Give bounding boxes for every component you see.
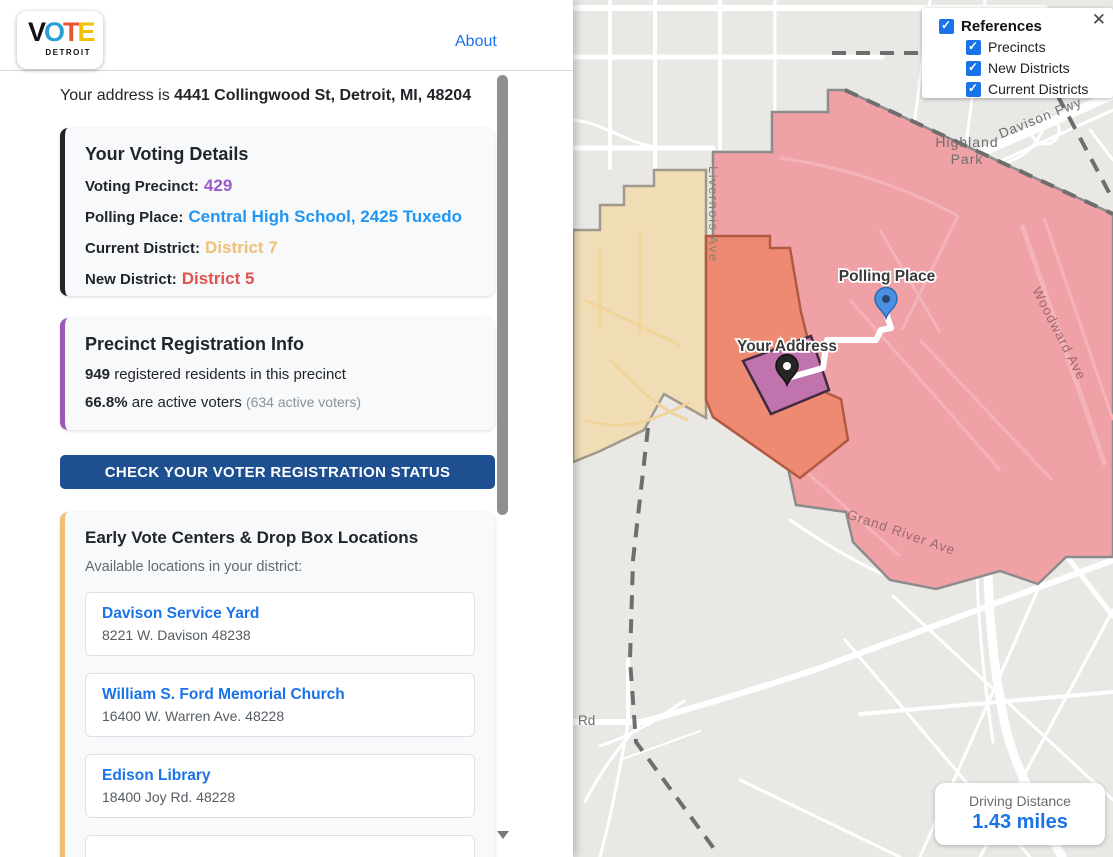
street-label-livernois: Livernois Ave (706, 166, 721, 263)
current-district-label: Current District: (85, 240, 201, 257)
street-label-highland: Highland (935, 134, 998, 150)
current-district-value: District 7 (205, 238, 278, 257)
scrollbar-thumb[interactable] (497, 75, 508, 515)
precincts-row: Precincts (922, 37, 1113, 57)
driving-route (785, 299, 894, 381)
location-card-partial[interactable] (85, 835, 475, 857)
references-toggle-row: References (922, 16, 1113, 36)
voting-precinct-value: 429 (203, 176, 233, 195)
new-district-row: New District: District 5 (85, 269, 475, 289)
precincts-checkbox[interactable] (966, 39, 981, 55)
scrollbar-down-arrow-icon[interactable] (497, 831, 509, 839)
tan-inner-roads (584, 230, 691, 427)
your-address-pin[interactable] (775, 353, 799, 388)
new-district-value: District 5 (181, 269, 255, 288)
location-address: 8221 W. Davison 48238 (102, 627, 251, 643)
close-icon[interactable]: ✕ (1091, 10, 1106, 29)
early-vote-card: Early Vote Centers & Drop Box Locations … (60, 512, 495, 857)
new-district-label: New District: (85, 271, 177, 288)
voting-precinct-row: Voting Precinct: 429 (85, 176, 475, 196)
address-prefix: Your address is (60, 87, 175, 104)
voting-precinct-label: Voting Precinct: (85, 178, 199, 195)
voting-details-card: Your Voting Details Voting Precinct: 429 … (60, 128, 495, 296)
address-line: Your address is 4441 Collingwood St, Det… (60, 87, 471, 105)
current-districts-checkbox[interactable] (966, 81, 981, 97)
new-districts-label: New Districts (988, 60, 1070, 76)
active-text: are active voters (127, 394, 246, 411)
active-percent: 66.8% (85, 394, 128, 411)
polling-place-link[interactable]: Central High School, 2425 Tuxedo (188, 207, 462, 226)
new-districts-checkbox[interactable] (966, 60, 981, 76)
address-value: 4441 Collingwood St, Detroit, MI, 48204 (174, 87, 472, 104)
location-name[interactable]: Davison Service Yard (102, 605, 260, 622)
references-checkbox[interactable] (939, 18, 954, 34)
vote-detroit-logo[interactable]: VOTE DETROIT (17, 11, 103, 69)
map-svg: Highland Park Davison Fwy Livernois Ave … (573, 0, 1113, 857)
driving-distance-label: Driving Distance (969, 793, 1071, 809)
precincts-label: Precincts (988, 39, 1046, 55)
street-label-rd: Rd (578, 713, 595, 728)
voting-details-title: Your Voting Details (85, 144, 249, 164)
location-card-edison-library[interactable]: Edison Library 18400 Joy Rd. 48228 (85, 754, 475, 818)
location-name[interactable]: Edison Library (102, 767, 211, 784)
location-address: 18400 Joy Rd. 48228 (102, 789, 236, 805)
precinct-registration-card: Precinct Registration Info 949 registere… (60, 318, 495, 430)
early-vote-title: Early Vote Centers & Drop Box Locations (85, 528, 419, 547)
logo-subtitle: DETROIT (45, 48, 91, 57)
polling-place-label: Polling Place (839, 268, 936, 285)
left-panel: VOTE DETROIT About Your address is 4441 … (0, 0, 573, 857)
current-districts-label: Current Districts (988, 81, 1089, 97)
driving-distance-card: Driving Distance 1.43 miles (935, 783, 1105, 845)
polling-place-pin[interactable] (874, 286, 898, 321)
references-panel: ✕ References Precincts New Districts Cur… (922, 8, 1113, 98)
current-districts-row: Current Districts (922, 79, 1113, 99)
registered-text: registered residents in this precinct (110, 366, 346, 383)
pink-inner-roads (758, 156, 1113, 558)
current-district-row: Current District: District 7 (85, 238, 475, 258)
location-name[interactable]: William S. Ford Memorial Church (102, 686, 345, 703)
early-vote-subtitle: Available locations in your district: (85, 559, 303, 575)
map-canvas[interactable]: Highland Park Davison Fwy Livernois Ave … (573, 0, 1113, 857)
polling-place-row-label: Polling Place: (85, 209, 184, 226)
precinct-registration-title: Precinct Registration Info (85, 334, 305, 354)
about-link[interactable]: About (455, 33, 497, 50)
registered-residents-line: 949 registered residents in this precinc… (85, 366, 475, 383)
panel-header: VOTE DETROIT About (0, 0, 573, 71)
active-note: (634 active voters) (245, 394, 362, 410)
registered-count: 949 (85, 366, 111, 383)
your-address-label: Your Address (737, 338, 837, 355)
new-districts-row: New Districts (922, 58, 1113, 78)
location-card-ford-church[interactable]: William S. Ford Memorial Church 16400 W.… (85, 673, 475, 737)
references-title: References (961, 17, 1042, 35)
location-card-davison[interactable]: Davison Service Yard 8221 W. Davison 482… (85, 592, 475, 656)
logo-word: VOTE (28, 17, 96, 47)
active-voters-line: 66.8% are active voters (634 active vote… (85, 394, 475, 411)
check-registration-button[interactable]: CHECK YOUR VOTER REGISTRATION STATUS (60, 455, 495, 489)
polling-place-row: Polling Place: Central High School, 2425 … (85, 207, 475, 227)
driving-distance-value: 1.43 miles (972, 811, 1068, 833)
location-address: 16400 W. Warren Ave. 48228 (102, 708, 285, 724)
marker-labels: Polling Place Your Address (735, 266, 937, 357)
street-label-park: Park (951, 151, 984, 167)
